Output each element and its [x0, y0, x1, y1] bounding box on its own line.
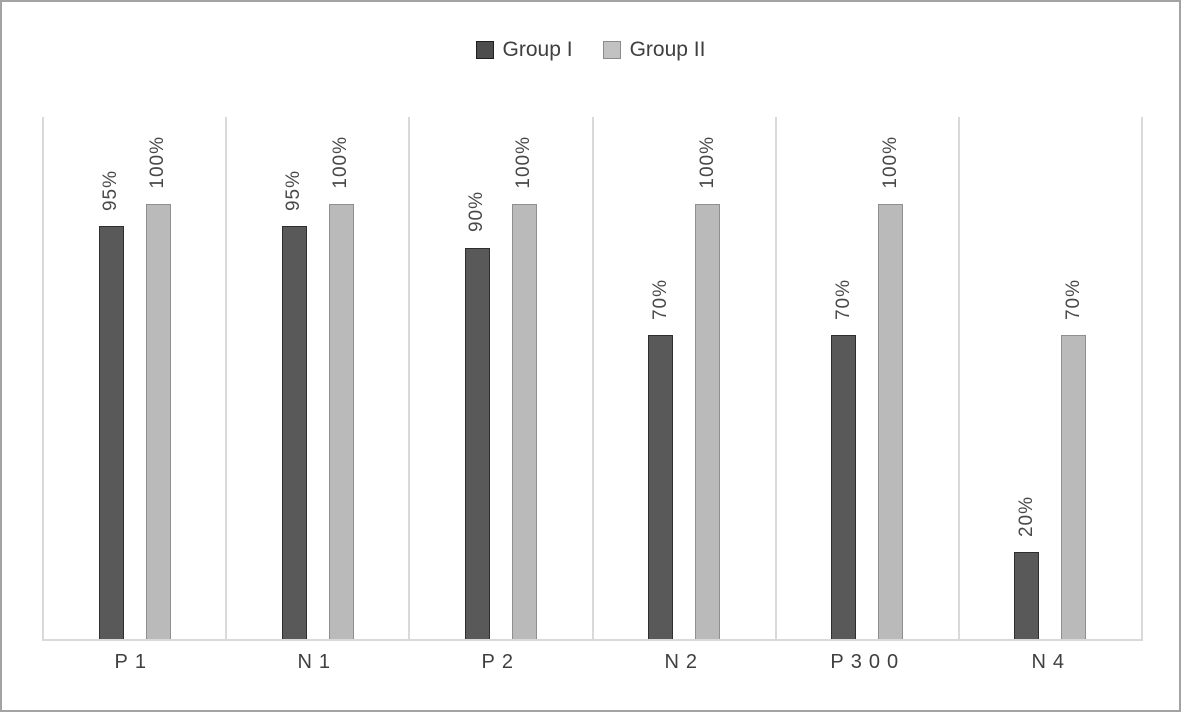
plot-area: 95% 100% 95% 100% 90% 100% 70% 100% 70% 100% 20% 70… [42, 117, 1143, 641]
legend-label: Group I [502, 38, 573, 61]
bar-n4-series-2: 70% [1061, 279, 1087, 639]
bar-n1-series-2: 100% [328, 136, 354, 639]
bar-value-label: 70% [1062, 278, 1084, 320]
category-cell-p300: 70% 100% [777, 117, 960, 639]
bar-value-label: 90% [466, 191, 488, 233]
bar-value-label: 95% [283, 169, 305, 211]
bar-value-label: 70% [832, 278, 854, 320]
legend-swatch-icon [475, 41, 494, 59]
bar-n1-series-1: 95% [281, 170, 307, 639]
bar-value-label: 70% [649, 278, 671, 320]
legend-swatch-icon [602, 41, 621, 59]
bar-value-label: 100% [330, 136, 352, 190]
bar-p1-series-2: 100% [145, 136, 171, 639]
bar-value-label: 100% [147, 136, 169, 190]
bar-value-label: 20% [1015, 495, 1037, 537]
category-cell-n4: 20% 70% [960, 117, 1141, 639]
x-axis-labels: P1 N1 P2 N2 P300 N4 [42, 651, 1143, 674]
bar-value-label: 95% [100, 169, 122, 211]
x-axis-label-n4: N4 [1031, 651, 1072, 673]
bar-p2-series-1: 90% [464, 191, 490, 639]
legend-entry-1: Group I [475, 38, 573, 62]
bar-n4-series-1: 20% [1014, 496, 1040, 639]
x-axis-label-p1: P1 [114, 651, 153, 673]
bar-value-label: 100% [879, 136, 901, 190]
legend-entry-2: Group II [602, 38, 706, 62]
bar-value-label: 100% [513, 136, 535, 190]
category-cell-p2: 90% 100% [410, 117, 594, 639]
bar-n2-series-1: 70% [648, 279, 674, 639]
category-cell-n2: 70% 100% [594, 117, 777, 639]
bar-value-label: 100% [696, 136, 718, 190]
x-axis-label-n2: N2 [664, 651, 705, 673]
x-axis-label-p2: P2 [481, 651, 520, 673]
category-cell-n1: 95% 100% [227, 117, 411, 639]
legend-label: Group II [629, 38, 706, 61]
bar-p2-series-2: 100% [511, 136, 537, 639]
bar-p300-series-2: 100% [878, 136, 904, 639]
bar-n2-series-2: 100% [695, 136, 721, 639]
category-cell-p1: 95% 100% [44, 117, 228, 639]
chart-legend: Group I Group II [2, 38, 1179, 62]
bar-p300-series-1: 70% [831, 279, 857, 639]
x-axis-label-p300: P300 [830, 651, 906, 673]
x-axis-label-n1: N1 [297, 651, 338, 673]
bar-p1-series-1: 95% [98, 170, 124, 639]
